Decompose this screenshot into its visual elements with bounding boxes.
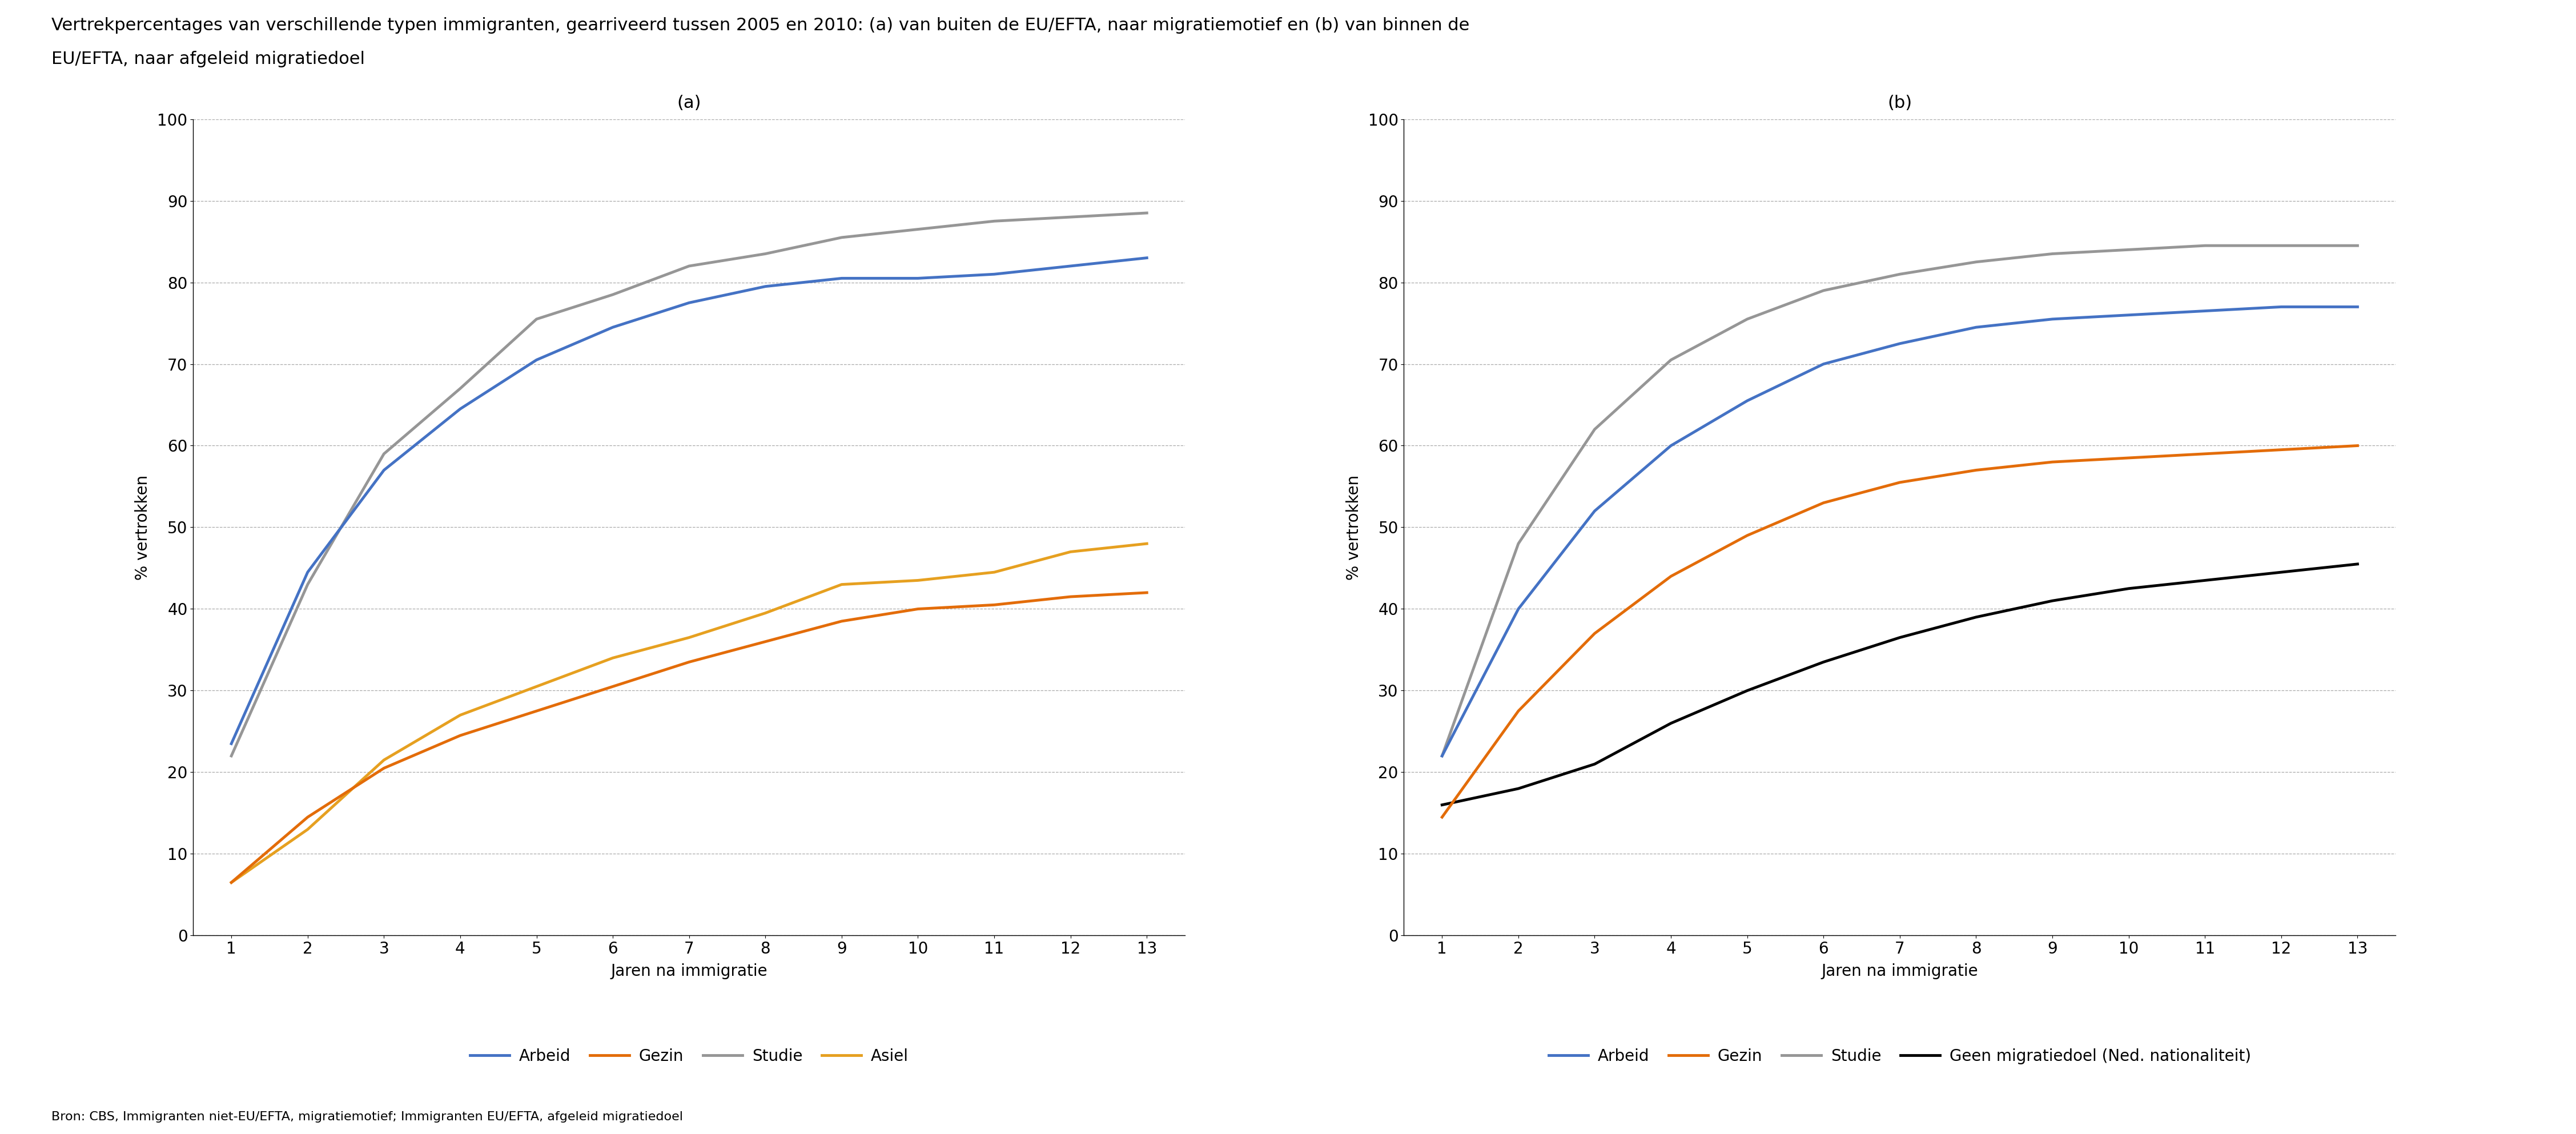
- Text: EU/EFTA, naar afgeleid migratiedoel: EU/EFTA, naar afgeleid migratiedoel: [52, 51, 366, 68]
- Y-axis label: % vertrokken: % vertrokken: [134, 475, 152, 579]
- Y-axis label: % vertrokken: % vertrokken: [1345, 475, 1363, 579]
- X-axis label: Jaren na immigratie: Jaren na immigratie: [611, 964, 768, 980]
- Legend: Arbeid, Gezin, Studie, Geen migratiedoel (Ned. nationaliteit): Arbeid, Gezin, Studie, Geen migratiedoel…: [1543, 1042, 2257, 1070]
- Title: (a): (a): [677, 95, 701, 111]
- Text: Vertrekpercentages van verschillende typen immigranten, gearriveerd tussen 2005 : Vertrekpercentages van verschillende typ…: [52, 17, 1471, 34]
- Title: (b): (b): [1888, 95, 1911, 111]
- Legend: Arbeid, Gezin, Studie, Asiel: Arbeid, Gezin, Studie, Asiel: [464, 1042, 914, 1070]
- X-axis label: Jaren na immigratie: Jaren na immigratie: [1821, 964, 1978, 980]
- Text: Bron: CBS, Immigranten niet-EU/EFTA, migratiemotief; Immigranten EU/EFTA, afgele: Bron: CBS, Immigranten niet-EU/EFTA, mig…: [52, 1111, 683, 1123]
